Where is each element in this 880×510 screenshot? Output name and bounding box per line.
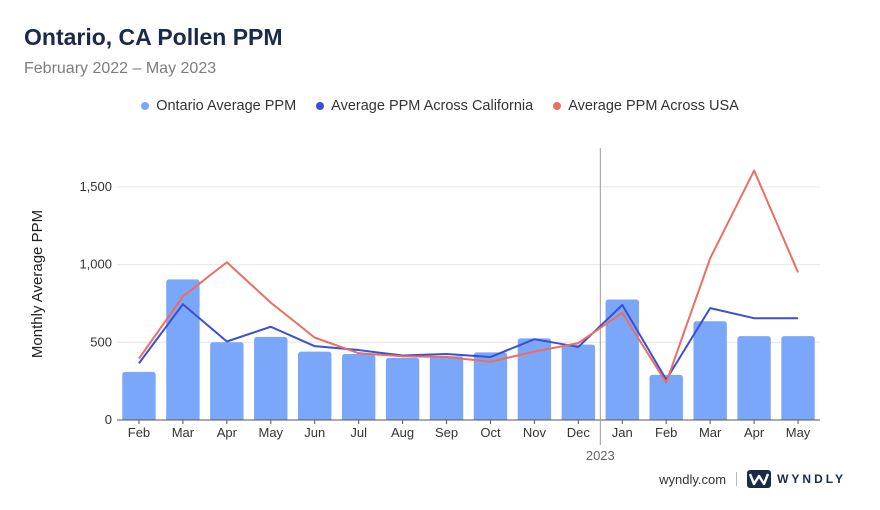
line-california [138, 303, 799, 381]
bar-ontario [781, 336, 815, 420]
bar-ontario [517, 338, 552, 420]
wyndly-w-logo-icon [747, 470, 772, 488]
legend-label-ontario: Ontario Average PPM [156, 98, 297, 114]
chart-legend: Ontario Average PPM Average PPM Across C… [0, 98, 880, 114]
x-tick-label: Oct [480, 425, 501, 440]
y-tick-label: 0 [105, 412, 112, 427]
legend-label-usa: Average PPM Across USA [568, 98, 739, 114]
legend-item-ontario: Ontario Average PPM [141, 98, 296, 114]
x-tick-label: Mar [172, 425, 195, 440]
x-tick-label: Feb [128, 425, 150, 440]
footer-url[interactable]: wyndly.com [659, 471, 727, 487]
bar-ontario [649, 374, 683, 420]
x-tick-label: Jan [612, 425, 633, 440]
year-label: 2023 [586, 448, 615, 463]
y-tick-label: 1,000 [79, 257, 112, 272]
line-usa [138, 169, 799, 384]
chart-title: Ontario, CA Pollen PPM [24, 24, 283, 50]
bar-ontario [210, 342, 244, 420]
bar-ontario [341, 353, 376, 420]
x-tick-label: Apr [217, 425, 238, 440]
x-tick-label: Aug [391, 425, 414, 440]
brand: WYNDLY [747, 470, 846, 488]
legend-marker-usa [553, 102, 562, 110]
bar-ontario [298, 351, 332, 420]
bar-ontario [429, 356, 464, 420]
legend-marker-california [316, 102, 325, 110]
footer: wyndly.com WYNDLY [659, 470, 846, 488]
footer-divider [736, 472, 738, 486]
legend-item-california: Average PPM Across California [316, 98, 533, 114]
legend-item-usa: Average PPM Across USA [553, 98, 739, 114]
x-tick-label: Jul [350, 425, 367, 440]
x-tick-label: Apr [744, 425, 765, 440]
chart-subtitle: February 2022 – May 2023 [24, 60, 217, 77]
legend-marker-ontario [141, 102, 150, 110]
x-tick-label: Sep [435, 425, 458, 440]
x-tick-label: May [259, 425, 284, 440]
legend-label-california: Average PPM Across California [331, 98, 534, 114]
y-tick-label: 1,500 [79, 179, 112, 194]
x-tick-label: Mar [699, 425, 722, 440]
y-tick-label: 500 [90, 334, 112, 349]
bar-ontario [122, 371, 156, 420]
x-tick-label: Nov [523, 425, 547, 440]
bar-ontario [254, 336, 288, 420]
bar-ontario [473, 352, 508, 420]
bar-ontario [561, 344, 596, 420]
bar-ontario [385, 357, 420, 420]
x-tick-label: Jun [304, 425, 325, 440]
brand-name: WYNDLY [777, 472, 846, 486]
y-axis-title: Monthly Average PPM [29, 210, 46, 358]
bar-ontario [605, 299, 639, 420]
x-tick-label: May [786, 425, 811, 440]
bar-ontario [166, 279, 200, 420]
bar-ontario [693, 321, 727, 420]
x-tick-label: Dec [567, 425, 591, 440]
bar-ontario [737, 336, 771, 420]
x-tick-label: Feb [655, 425, 677, 440]
